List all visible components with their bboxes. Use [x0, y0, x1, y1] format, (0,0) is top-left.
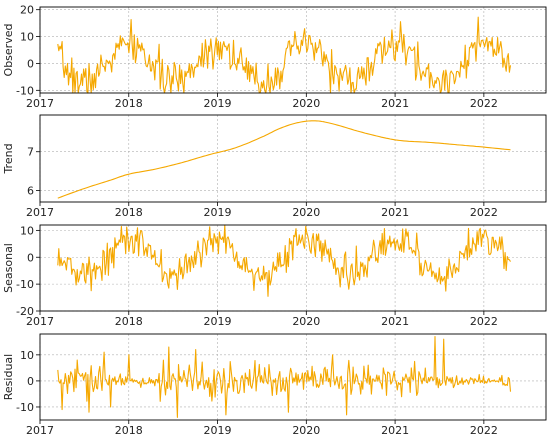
x-tick-label: 2018 — [115, 424, 143, 437]
y-axis-label: Observed — [2, 24, 15, 77]
x-tick-label: 2017 — [26, 97, 54, 110]
y-tick-label: 0 — [27, 375, 34, 388]
x-tick-label: 2020 — [292, 97, 320, 110]
y-axis-label: Trend — [2, 143, 15, 174]
series-line — [57, 16, 512, 94]
seasonal-panel: -20 -10 0 10 2017 2018 2019 2020 2021 2022 Seasona… — [2, 224, 547, 328]
y-tick-label: 10 — [20, 31, 34, 44]
x-tick-label: 2017 — [26, 424, 54, 437]
axes-frame — [39, 114, 547, 203]
x-tick-label: 2020 — [292, 206, 320, 219]
y-axis-label: Residual — [2, 354, 15, 400]
y-tick-label: 10 — [20, 349, 34, 362]
x-tick-label: 2021 — [381, 424, 409, 437]
residual-panel: -10 0 10 2017 2018 2019 2020 2021 2022 Residual — [2, 333, 547, 437]
x-tick-label: 2020 — [292, 424, 320, 437]
x-tick-label: 2022 — [470, 97, 498, 110]
x-tick-label: 2019 — [204, 315, 232, 328]
x-tick-label: 2022 — [470, 424, 498, 437]
y-tick-label: -10 — [16, 84, 34, 97]
y-axis-label: Seasonal — [2, 243, 15, 293]
x-tick-label: 2018 — [115, 97, 143, 110]
y-tick-label: 0 — [27, 57, 34, 70]
y-tick-label: 20 — [20, 4, 34, 17]
series-line — [57, 224, 511, 297]
x-tick-label: 2020 — [292, 315, 320, 328]
x-tick-label: 2017 — [26, 206, 54, 219]
y-tick-label: -20 — [16, 305, 34, 318]
axes-frame — [39, 224, 547, 312]
series-line — [57, 120, 511, 199]
y-tick-label: 0 — [27, 251, 34, 264]
y-tick-label: 6 — [27, 184, 34, 197]
x-tick-label: 2021 — [381, 97, 409, 110]
y-tick-label: -10 — [16, 401, 34, 414]
observed-panel: -10 0 10 20 2017 2018 2019 2020 2021 2022 Observed — [2, 4, 547, 110]
x-tick-label: 2019 — [204, 424, 232, 437]
x-tick-label: 2019 — [204, 206, 232, 219]
x-tick-label: 2019 — [204, 97, 232, 110]
x-tick-label: 2022 — [470, 206, 498, 219]
y-tick-label: -10 — [16, 278, 34, 291]
axes-frame — [39, 333, 547, 421]
axes-frame — [39, 6, 547, 94]
x-tick-label: 2021 — [381, 206, 409, 219]
x-tick-label: 2018 — [115, 206, 143, 219]
x-tick-label: 2017 — [26, 315, 54, 328]
x-tick-label: 2021 — [381, 315, 409, 328]
y-tick-label: 10 — [20, 224, 34, 237]
y-tick-label: 7 — [27, 146, 34, 159]
trend-panel: 6 7 2017 2018 2019 2020 2021 2022 Trend — [2, 114, 547, 219]
series-line — [57, 336, 512, 418]
x-tick-label: 2022 — [470, 315, 498, 328]
x-tick-label: 2018 — [115, 315, 143, 328]
